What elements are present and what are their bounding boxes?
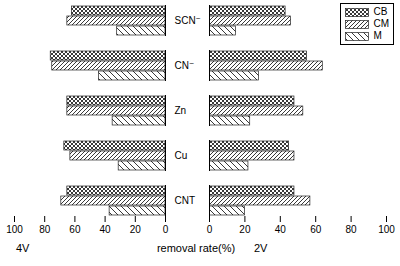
- svg-text:80: 80: [39, 224, 51, 235]
- svg-text:0: 0: [163, 224, 169, 235]
- svg-text:40: 40: [275, 224, 287, 235]
- svg-text:0: 0: [207, 224, 213, 235]
- svg-text:Zn: Zn: [175, 105, 187, 116]
- html-text:4V: 4V: [16, 242, 30, 254]
- svg-text:CN⁻: CN⁻: [175, 60, 195, 71]
- svg-text:SCN⁻: SCN⁻: [175, 15, 201, 26]
- html-text:2V: 2V: [254, 242, 268, 254]
- svg-text:80: 80: [346, 224, 358, 235]
- svg-text:20: 20: [239, 224, 251, 235]
- svg-text:40: 40: [100, 224, 112, 235]
- svg-text:20: 20: [130, 224, 142, 235]
- svg-text:Cu: Cu: [175, 150, 188, 161]
- html-text:removal rate(%): removal rate(%): [156, 242, 236, 254]
- svg-text:60: 60: [69, 224, 81, 235]
- svg-text:100: 100: [6, 224, 23, 235]
- svg-text:CNT: CNT: [175, 195, 196, 206]
- html-text:M: M: [373, 30, 382, 41]
- svg-text:60: 60: [310, 224, 322, 235]
- html-text:CB: CB: [373, 6, 388, 17]
- svg-text:100: 100: [378, 224, 395, 235]
- html-text:CM: CM: [373, 18, 389, 29]
